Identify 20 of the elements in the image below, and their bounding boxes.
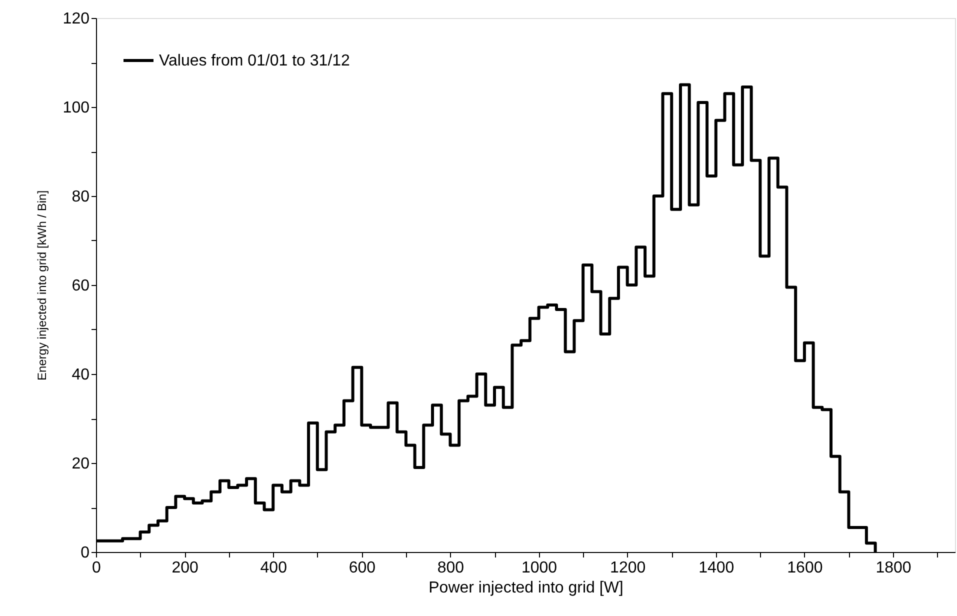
y-tick-label: 40 (72, 366, 90, 384)
x-tick-label: 1800 (876, 560, 912, 576)
x-tick-label: 400 (260, 560, 288, 576)
x-tick-label: 200 (172, 560, 198, 576)
x-axis-title: Power injected into grid [W] (428, 580, 624, 596)
y-tick-label: 80 (72, 188, 90, 206)
x-tick-label: 600 (348, 560, 376, 576)
x-tick-label: 0 (92, 560, 102, 576)
x-tick-label: 1200 (610, 560, 646, 576)
y-tick-label: 0 (80, 544, 90, 562)
y-tick-label: 60 (72, 278, 90, 294)
y-tick-label: 120 (62, 10, 90, 28)
y-tick-label: 100 (62, 100, 90, 116)
legend-label: Values from 01/01 to 31/12 (159, 52, 350, 70)
y-tick-label: 20 (72, 456, 90, 472)
x-tick-label: 800 (437, 560, 464, 576)
x-tick-label: 1000 (521, 560, 558, 576)
x-tick-label: 1400 (698, 560, 734, 576)
x-tick-label: 1600 (787, 560, 823, 576)
y-axis-title: Energy injected into grid [kWh / Bin] (34, 190, 49, 381)
